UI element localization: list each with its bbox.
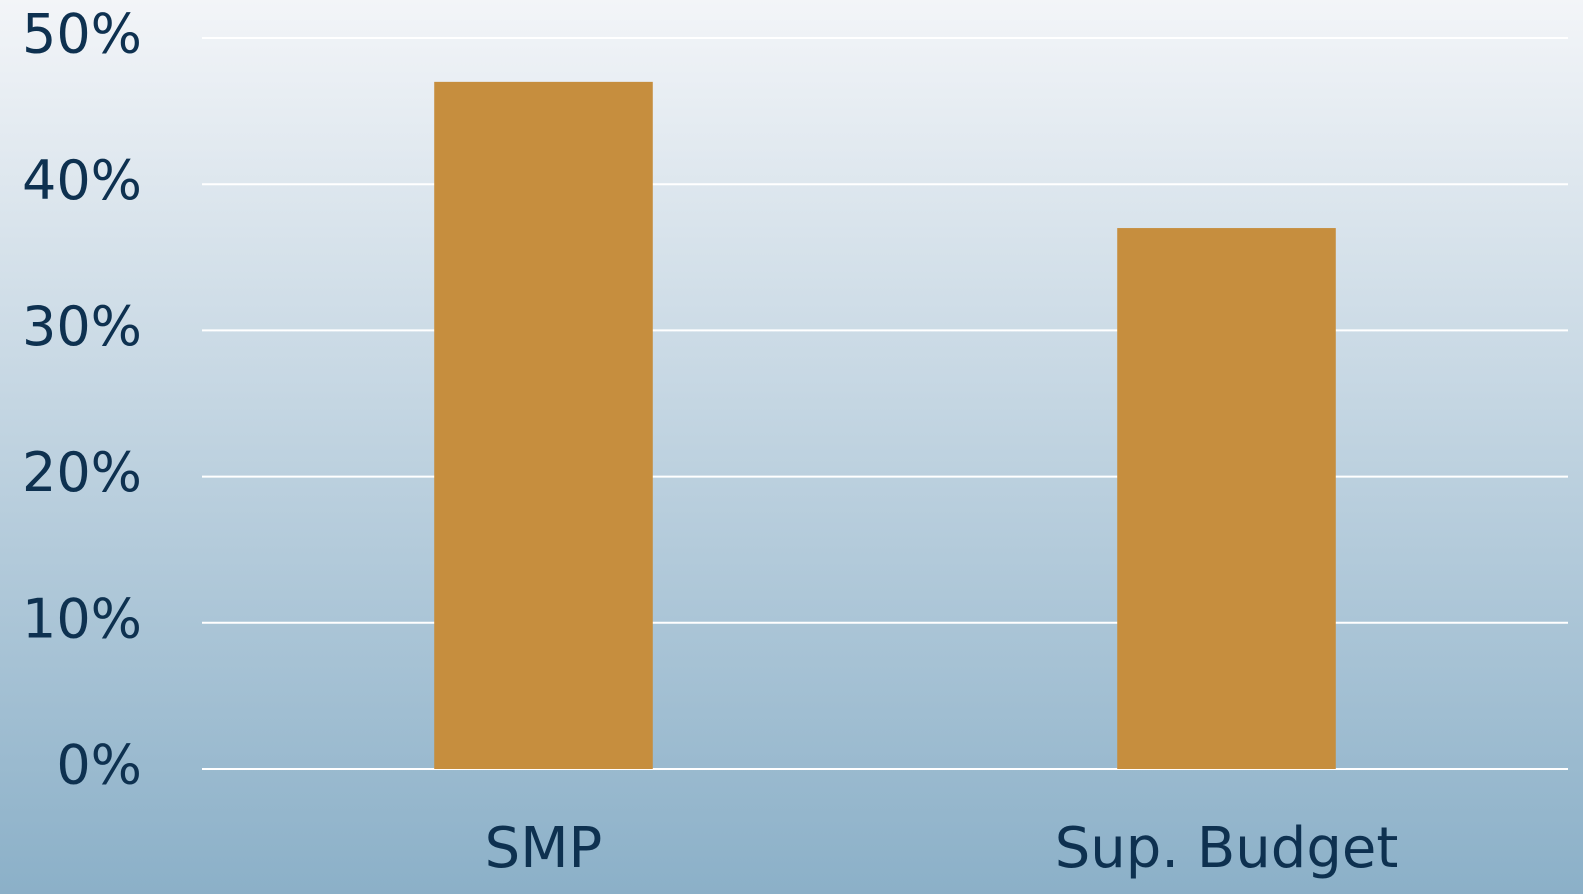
x-tick-label: Sup. Budget [1055,816,1399,881]
y-tick-label: 50% [22,3,142,66]
x-tick-label: SMP [485,816,603,881]
y-tick-label: 0% [56,734,142,797]
bar [1117,228,1336,769]
y-tick-label: 10% [22,587,142,650]
y-tick-label: 30% [22,295,142,358]
bar [434,81,653,770]
y-tick-label: 20% [22,441,142,504]
y-tick-label: 40% [22,149,142,212]
